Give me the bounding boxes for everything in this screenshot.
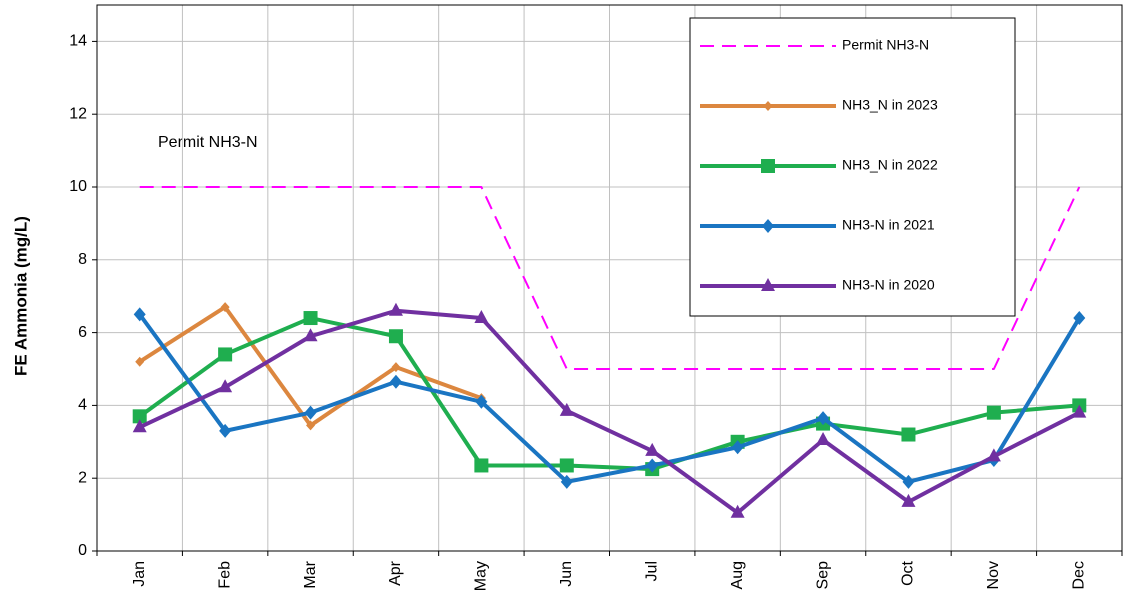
marker	[763, 101, 773, 111]
marker	[1072, 404, 1087, 418]
marker	[218, 347, 233, 362]
marker	[817, 411, 830, 426]
marker	[559, 402, 574, 416]
series-line	[138, 308, 1081, 515]
marker	[645, 442, 660, 456]
marker	[761, 159, 775, 173]
y-tick-label: 4	[78, 397, 87, 414]
y-tick-label: 14	[69, 33, 87, 50]
marker	[730, 504, 745, 518]
legend-label: Permit NH3-N	[842, 37, 929, 53]
plot-border	[96, 4, 1123, 552]
series-line	[138, 313, 1082, 484]
x-tick-label: Oct	[900, 560, 917, 585]
x-tick-label: Aug	[729, 561, 746, 589]
marker	[475, 394, 488, 409]
x-tick-label: Mar	[302, 560, 319, 588]
marker	[303, 311, 318, 326]
marker	[761, 278, 775, 291]
marker	[646, 458, 659, 473]
marker	[474, 310, 489, 324]
marker	[389, 374, 402, 389]
marker	[901, 493, 916, 507]
legend-label: NH3-N in 2021	[842, 217, 935, 233]
y-tick-label: 12	[69, 105, 87, 122]
y-tick-label: 10	[69, 178, 87, 195]
marker	[986, 448, 1001, 462]
x-tick-label: Dec	[1071, 561, 1088, 589]
annotation: Permit NH3-N	[158, 134, 258, 151]
legend: Permit NH3-N NH3_N in 2023 NH3_N in 2022 NH…	[689, 17, 1016, 317]
marker	[902, 474, 915, 489]
marker	[218, 379, 233, 393]
marker	[762, 219, 774, 233]
x-tick-label: May	[473, 561, 490, 591]
x-tick-label: Jun	[558, 561, 575, 587]
legend-label: NH3_N in 2022	[842, 157, 938, 173]
marker	[306, 420, 316, 431]
marker	[474, 458, 489, 473]
marker	[219, 423, 232, 438]
marker	[901, 427, 916, 442]
marker	[731, 440, 744, 455]
marker	[986, 405, 1001, 420]
series-line	[138, 316, 1080, 472]
marker	[816, 431, 831, 445]
x-tick-label: Apr	[387, 560, 404, 586]
x-tick-label: Feb	[216, 561, 233, 589]
marker	[560, 474, 573, 489]
x-tick-label: Jan	[131, 561, 148, 587]
marker	[132, 409, 147, 424]
marker	[133, 307, 146, 322]
y-tick-label: 8	[78, 251, 87, 268]
marker	[304, 405, 317, 420]
legend-label: NH3-N in 2020	[842, 277, 935, 293]
marker	[220, 302, 230, 313]
marker	[388, 329, 403, 344]
series-line	[139, 186, 1081, 370]
legend-label: NH3_N in 2023	[842, 97, 938, 113]
x-tick-label: Jul	[643, 561, 660, 581]
y-axis-title: FE Ammonia (mg/L)	[11, 216, 30, 376]
marker	[388, 302, 403, 316]
marker	[135, 356, 145, 367]
marker	[132, 419, 147, 433]
y-tick-label: 6	[78, 324, 87, 341]
marker	[391, 362, 401, 373]
marker	[559, 458, 574, 473]
marker	[1073, 311, 1086, 326]
y-tick-label: 0	[78, 542, 87, 559]
x-tick-label: Nov	[985, 561, 1002, 589]
y-tick-label: 2	[78, 469, 87, 486]
marker	[303, 328, 318, 342]
x-tick-label: Sep	[814, 561, 831, 590]
